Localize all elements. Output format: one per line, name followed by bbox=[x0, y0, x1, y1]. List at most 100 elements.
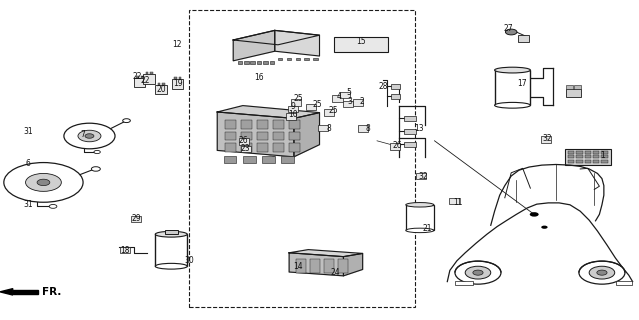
Bar bbox=[576, 160, 583, 163]
Bar bbox=[585, 151, 591, 154]
Bar bbox=[257, 120, 268, 129]
Text: 7: 7 bbox=[81, 130, 86, 139]
Bar bbox=[172, 79, 183, 89]
Text: 30: 30 bbox=[184, 256, 194, 265]
Polygon shape bbox=[289, 250, 363, 257]
Text: 31: 31 bbox=[23, 127, 33, 136]
Circle shape bbox=[589, 266, 615, 279]
Bar bbox=[601, 155, 608, 158]
Bar bbox=[291, 99, 301, 106]
Circle shape bbox=[91, 167, 100, 171]
Bar bbox=[455, 281, 473, 285]
Bar bbox=[318, 125, 328, 131]
Text: 5: 5 bbox=[346, 88, 351, 97]
Bar bbox=[278, 58, 282, 60]
Text: 26: 26 bbox=[392, 141, 403, 150]
Polygon shape bbox=[233, 30, 275, 61]
Bar bbox=[257, 61, 261, 64]
Bar bbox=[288, 106, 298, 112]
Bar bbox=[404, 142, 416, 147]
Bar bbox=[313, 58, 318, 60]
Bar bbox=[295, 259, 306, 273]
Polygon shape bbox=[275, 30, 320, 56]
Bar bbox=[289, 120, 300, 129]
Circle shape bbox=[579, 261, 625, 284]
Bar bbox=[541, 136, 551, 143]
Bar bbox=[576, 155, 583, 158]
Polygon shape bbox=[217, 106, 320, 118]
Bar bbox=[158, 83, 160, 85]
Bar bbox=[141, 76, 143, 78]
Bar bbox=[306, 104, 316, 110]
Bar bbox=[390, 143, 400, 150]
Text: 22: 22 bbox=[133, 72, 142, 81]
Text: 21: 21 bbox=[422, 224, 431, 233]
Bar bbox=[593, 155, 599, 158]
Bar bbox=[155, 234, 187, 266]
Bar bbox=[241, 120, 252, 129]
Bar bbox=[146, 72, 148, 74]
Text: 8: 8 bbox=[326, 124, 331, 132]
Polygon shape bbox=[233, 30, 320, 45]
Bar bbox=[576, 151, 583, 154]
Bar bbox=[324, 259, 334, 273]
Bar bbox=[340, 92, 350, 98]
Bar bbox=[289, 143, 300, 152]
Bar bbox=[495, 70, 530, 105]
Bar bbox=[225, 120, 236, 129]
Bar bbox=[404, 129, 416, 134]
Text: 26: 26 bbox=[238, 136, 249, 145]
Polygon shape bbox=[289, 253, 344, 276]
Bar bbox=[257, 132, 268, 140]
Bar bbox=[593, 160, 599, 163]
Bar bbox=[281, 156, 294, 163]
Circle shape bbox=[123, 119, 130, 123]
Bar bbox=[593, 151, 599, 154]
Bar bbox=[304, 58, 309, 60]
Bar bbox=[241, 146, 251, 152]
Text: 25: 25 bbox=[328, 106, 338, 115]
Circle shape bbox=[465, 266, 491, 279]
Bar bbox=[334, 37, 389, 52]
Bar bbox=[225, 132, 236, 140]
Circle shape bbox=[4, 163, 83, 202]
Bar bbox=[353, 99, 363, 106]
Text: 29: 29 bbox=[131, 214, 141, 223]
Bar bbox=[273, 120, 284, 129]
Bar bbox=[332, 95, 343, 102]
Bar bbox=[150, 72, 153, 74]
Polygon shape bbox=[13, 290, 38, 294]
Bar bbox=[162, 83, 165, 85]
Bar bbox=[155, 85, 167, 94]
Bar bbox=[239, 138, 249, 145]
Bar bbox=[585, 155, 591, 158]
Bar bbox=[337, 259, 348, 273]
Text: 13: 13 bbox=[413, 124, 424, 132]
Bar bbox=[343, 101, 353, 107]
Text: 15: 15 bbox=[356, 37, 366, 46]
Bar bbox=[518, 35, 529, 42]
Text: 27: 27 bbox=[503, 24, 513, 33]
Bar bbox=[289, 132, 300, 140]
Bar bbox=[134, 78, 145, 87]
Circle shape bbox=[94, 150, 100, 154]
Bar bbox=[263, 61, 268, 64]
Circle shape bbox=[530, 212, 539, 217]
Text: 6: 6 bbox=[26, 159, 31, 168]
Text: 25: 25 bbox=[312, 100, 323, 109]
Text: 10: 10 bbox=[288, 110, 298, 119]
Bar bbox=[262, 156, 275, 163]
Bar bbox=[241, 132, 252, 140]
Bar bbox=[416, 173, 426, 179]
Text: 9: 9 bbox=[291, 102, 296, 111]
Bar bbox=[391, 84, 400, 89]
Bar bbox=[131, 216, 141, 222]
Polygon shape bbox=[217, 112, 294, 157]
Bar bbox=[250, 61, 255, 64]
Circle shape bbox=[473, 270, 483, 275]
Text: 12: 12 bbox=[173, 40, 181, 49]
Bar bbox=[244, 61, 249, 64]
Bar bbox=[143, 74, 155, 84]
Bar bbox=[238, 61, 242, 64]
Text: 28: 28 bbox=[378, 82, 387, 91]
